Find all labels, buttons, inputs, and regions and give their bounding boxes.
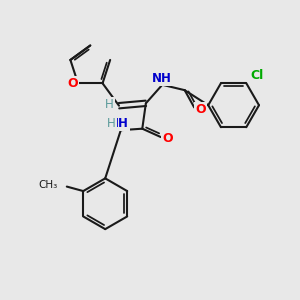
- Text: O: O: [162, 132, 173, 145]
- Text: Cl: Cl: [250, 69, 263, 82]
- Text: NH: NH: [109, 117, 129, 130]
- Text: O: O: [196, 103, 206, 116]
- Text: CH₃: CH₃: [38, 180, 57, 190]
- Text: O: O: [67, 77, 78, 90]
- Text: NH: NH: [152, 72, 172, 85]
- Text: H: H: [107, 117, 116, 130]
- Text: H: H: [105, 98, 114, 111]
